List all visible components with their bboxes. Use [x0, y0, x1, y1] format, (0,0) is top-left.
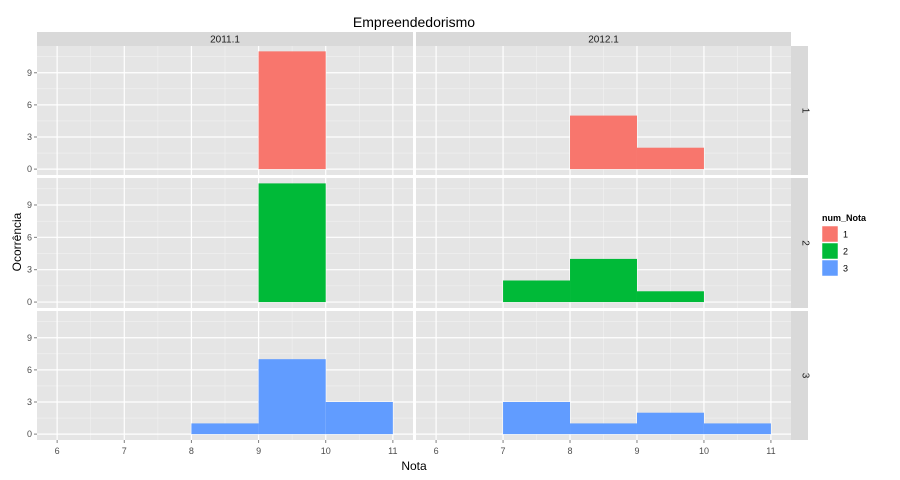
x-axis-title: Nota [401, 459, 427, 473]
facet-strips: 2011.1 2012.1 1 2 3 [37, 32, 811, 440]
histogram-bar [570, 115, 637, 170]
legend-key [821, 225, 839, 243]
legend: num_Nota 1 2 3 [821, 213, 867, 277]
histogram-bar [503, 401, 571, 435]
histogram-bar [258, 51, 326, 170]
histogram-bar [570, 423, 637, 435]
legend-key [821, 242, 839, 260]
y-tick-label: 3 [27, 265, 32, 275]
y-tick-label: 9 [27, 200, 32, 210]
histogram-bar [636, 147, 704, 170]
histogram-bar [325, 401, 393, 435]
histogram-bar [636, 291, 704, 303]
facet-strip-column-label: 2012.1 [588, 35, 619, 46]
y-tick-label: 3 [27, 132, 32, 142]
x-tick-label: 11 [766, 446, 775, 456]
y-tick-label: 0 [27, 164, 32, 174]
histogram-bar [503, 280, 571, 303]
facet-panel [37, 46, 413, 175]
facet-panel [37, 178, 413, 308]
x-tick-label: 9 [634, 446, 639, 456]
histogram-bar [191, 423, 259, 435]
x-tick-label: 6 [434, 446, 439, 456]
x-tick-label: 6 [55, 446, 60, 456]
x-tick-label: 10 [321, 446, 331, 456]
y-tick-label: 6 [27, 100, 32, 110]
y-tick-label: 6 [27, 365, 32, 375]
histogram-bar [703, 423, 771, 435]
facet-strip-row-label: 3 [800, 373, 811, 379]
x-tick-label: 10 [699, 446, 709, 456]
facet-panel [416, 311, 791, 440]
x-tick-label: 7 [501, 446, 506, 456]
facet-strip-row-label: 1 [800, 108, 811, 114]
y-tick-label: 6 [27, 232, 32, 242]
y-axes: 0 3 6 9 0 3 6 9 0 3 6 9 [27, 68, 37, 439]
histogram-bar [258, 359, 326, 435]
y-tick-label: 0 [27, 297, 32, 307]
legend-label: 1 [843, 230, 848, 240]
facet-panel [416, 178, 791, 308]
histogram-bar [636, 412, 704, 435]
facet-strip-row-label: 2 [800, 240, 811, 246]
facet-strip-row [791, 178, 808, 308]
legend-label: 3 [843, 264, 848, 274]
x-tick-label: 11 [388, 446, 397, 456]
facet-strip-column [37, 32, 413, 46]
facet-panels [37, 46, 791, 440]
legend-label: 2 [843, 247, 848, 257]
facet-strip-column-label: 2011.1 [210, 35, 240, 46]
chart-title: Empreendedorismo [353, 14, 475, 30]
y-tick-label: 9 [27, 68, 32, 78]
y-tick-label: 9 [27, 333, 32, 343]
y-axis-title: Ocorrência [10, 212, 24, 271]
histogram-bar [258, 183, 326, 303]
x-tick-label: 8 [189, 446, 194, 456]
x-tick-label: 9 [256, 446, 261, 456]
facet-strip-column [416, 32, 791, 46]
x-axes: 6 7 8 9 10 11 6 7 8 9 10 11 [55, 440, 776, 456]
y-tick-label: 3 [27, 397, 32, 407]
legend-key [821, 259, 839, 277]
histogram-bar [570, 258, 637, 303]
x-tick-label: 7 [122, 446, 127, 456]
y-tick-label: 0 [27, 429, 32, 439]
facet-strip-row [791, 46, 808, 175]
facet-strip-row [791, 311, 808, 440]
x-tick-label: 8 [568, 446, 573, 456]
legend-title: num_Nota [822, 213, 867, 223]
